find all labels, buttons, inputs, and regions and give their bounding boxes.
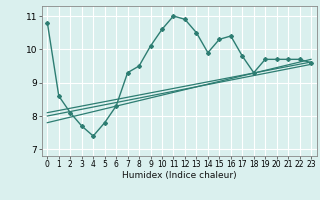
X-axis label: Humidex (Indice chaleur): Humidex (Indice chaleur): [122, 171, 236, 180]
